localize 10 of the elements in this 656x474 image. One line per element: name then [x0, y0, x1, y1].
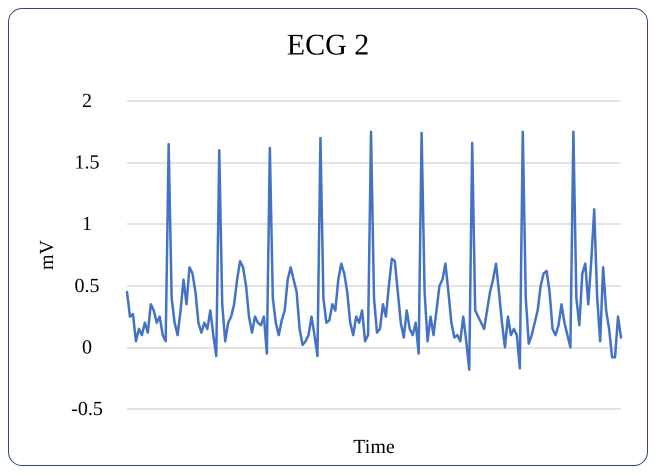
- chart-title: ECG 2: [286, 28, 370, 62]
- y-tick-label: 2: [82, 90, 92, 112]
- y-tick-label: -0.5: [71, 398, 103, 420]
- y-axis-title: mV: [36, 239, 58, 270]
- x-axis-title: Time: [353, 436, 395, 458]
- y-tick-label: 1: [82, 213, 92, 236]
- y-tick-label: 1.5: [74, 152, 100, 174]
- y-tick-label: 0: [82, 336, 92, 358]
- line-series: [126, 130, 622, 371]
- y-tick-label: 0.5: [74, 274, 100, 297]
